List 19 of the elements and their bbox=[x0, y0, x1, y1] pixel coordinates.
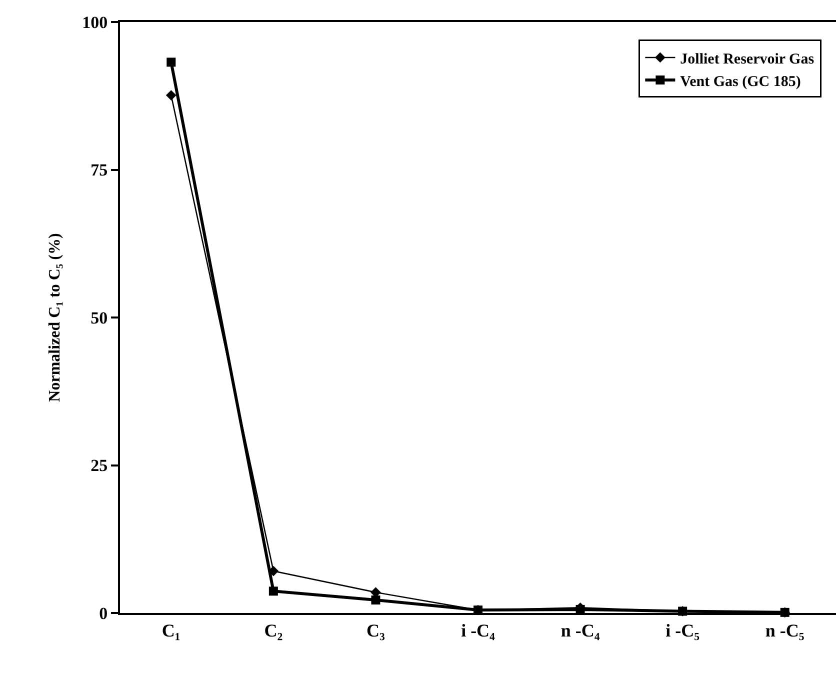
x-tick-label: i -C₅ bbox=[666, 620, 700, 641]
y-tick-label: 25 bbox=[90, 456, 108, 476]
point bbox=[166, 90, 176, 100]
y-tick-label: 100 bbox=[82, 12, 108, 32]
x-tick-label: n -C₅ bbox=[765, 620, 804, 641]
y-tick-label: 0 bbox=[99, 604, 108, 623]
y-tick-label: 75 bbox=[90, 160, 108, 180]
x-tick-label: C₁ bbox=[162, 620, 180, 641]
x-tick-label: C₂ bbox=[264, 620, 283, 641]
x-tick-label: i -C₄ bbox=[461, 620, 496, 641]
legend-label: Vent Gas (GC 185) bbox=[680, 74, 801, 90]
legend-label: Jolliet Reservoir Gas bbox=[680, 51, 814, 68]
point bbox=[166, 58, 176, 67]
y-tick-label: 50 bbox=[90, 308, 108, 328]
point bbox=[268, 586, 278, 596]
y-axis-title: Normalized C₁ to C₅ (%) bbox=[46, 233, 64, 402]
point bbox=[371, 596, 380, 604]
x-tick-label: n -C₄ bbox=[560, 620, 600, 641]
x-tick-label: C₃ bbox=[366, 620, 386, 641]
